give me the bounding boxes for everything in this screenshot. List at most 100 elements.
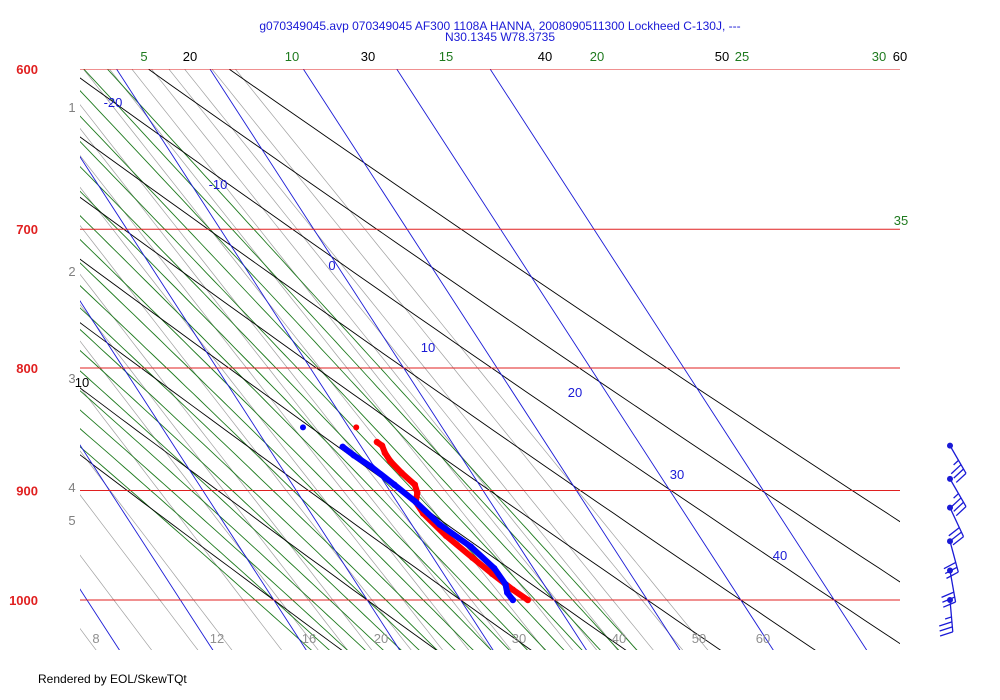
- barb-feather: [939, 626, 953, 632]
- barb-staff: [949, 507, 965, 537]
- isotherm-line: [0, 0, 45, 680]
- isotherm-line: [80, 300, 307, 650]
- isotherm-label: 0: [328, 258, 335, 273]
- mixing-ratio-label: 60: [756, 631, 770, 646]
- moist-adiabat-label: 30: [872, 49, 886, 64]
- mixing-ratio-line: [168, 69, 637, 650]
- moist-adiabat-line: [80, 166, 547, 650]
- temperature-point: [442, 532, 450, 539]
- moist-adiabat-line: [80, 307, 438, 650]
- mixing-ratio-line: [211, 69, 684, 650]
- height-label: 3: [68, 371, 75, 386]
- temperature-isolated-point: [353, 424, 360, 431]
- barb-station-dot: [947, 475, 953, 482]
- moist-adiabat-line: [80, 328, 420, 650]
- mixing-ratio-line: [0, 0, 76, 680]
- dewpoint-point: [368, 463, 375, 471]
- isotherm-label: 20: [568, 385, 582, 400]
- temperature-point: [378, 442, 386, 449]
- barb-feather: [953, 468, 964, 479]
- temperature-point: [373, 438, 381, 446]
- wind-barb: [947, 475, 967, 517]
- isotherm-label: -20: [104, 95, 123, 110]
- isotherm-label: -10: [209, 177, 228, 192]
- dewpoint-point: [412, 498, 419, 506]
- dewpoint-point: [467, 543, 475, 550]
- moist-adiabat-line: [83, 69, 620, 650]
- moist-adiabat-label: 10: [285, 49, 299, 64]
- barb-feather: [950, 464, 962, 475]
- dry-adiabat-label: 10: [75, 375, 89, 390]
- mixing-ratio-line: [80, 225, 412, 650]
- barb-half-feather: [944, 616, 952, 620]
- moist-adiabat-line: [80, 215, 510, 650]
- barb-feather: [943, 601, 956, 608]
- wind-barb: [947, 504, 965, 546]
- mixing-ratio-line: [150, 69, 619, 650]
- barb-half-feather: [953, 459, 959, 466]
- barb-feather: [950, 497, 962, 508]
- wind-barb: [947, 442, 967, 483]
- mixing-ratio-line: [108, 69, 574, 650]
- moist-adiabat-line: [80, 390, 366, 650]
- mixing-ratio-line: [80, 554, 153, 650]
- dewpoint-isolated-point: [299, 424, 306, 431]
- temperature-point: [469, 554, 476, 561]
- dry-adiabat-line: [147, 69, 900, 583]
- moist-adiabat-line: [80, 90, 601, 650]
- moist-adiabat-line: [80, 115, 583, 650]
- barb-staff: [949, 570, 957, 603]
- moist-adiabat-line: [80, 409, 348, 650]
- dry-adiabat-line: [80, 258, 627, 650]
- isobar-label: 900: [16, 483, 38, 498]
- temperature-point: [381, 449, 389, 457]
- dewpoint-point: [502, 581, 509, 588]
- wind-barb: [939, 597, 954, 637]
- barb-feather: [953, 501, 964, 512]
- chart-title-line1: g070349045.avp 070349045 AF300 1108A HAN…: [259, 19, 741, 33]
- dewpoint-point: [491, 565, 498, 572]
- dry-adiabat-line: [80, 454, 343, 650]
- mixing-ratio-line: [131, 69, 598, 650]
- mixing-ratio-label: 30: [512, 631, 526, 646]
- dry-adiabat-line: [80, 77, 900, 645]
- isotherm-line: [115, 69, 494, 650]
- dewpoint-point: [350, 452, 357, 459]
- mixing-ratio-line: [80, 494, 199, 650]
- dewpoint-point: [504, 589, 511, 596]
- barb-feather: [939, 621, 953, 627]
- barb-station-dot: [947, 538, 953, 545]
- dry-adiabat-line: [80, 322, 532, 650]
- moist-adiabat-line: [80, 428, 330, 650]
- height-label: 2: [68, 264, 75, 279]
- moist-adiabat-line: [80, 262, 474, 650]
- temperature-point: [387, 457, 394, 465]
- mixing-ratio-label: 16: [302, 631, 316, 646]
- isotherm-line: [302, 69, 681, 650]
- isotherm-line: [80, 155, 401, 650]
- barb-feather: [943, 561, 956, 570]
- isobar-label: 700: [16, 222, 38, 237]
- mixing-ratio-line: [82, 69, 546, 650]
- barb-feather: [955, 472, 967, 483]
- moist-adiabat-line: [106, 69, 638, 650]
- isobar-label: 1000: [9, 593, 38, 608]
- barb-station-dot: [947, 597, 953, 603]
- footer-credit: Rendered by EOL/SkewTQt: [38, 672, 187, 686]
- height-label: 1: [68, 100, 75, 115]
- temperature-point: [398, 469, 405, 477]
- mixing-ratio-line: [234, 69, 709, 650]
- barb-staff: [949, 445, 967, 474]
- isobar-label: 800: [16, 361, 38, 376]
- moist-adiabat-line: [80, 238, 492, 650]
- isotherm-label: 10: [421, 340, 435, 355]
- barb-staff: [949, 541, 959, 573]
- barb-feather: [946, 571, 959, 579]
- barb-feather: [941, 591, 955, 598]
- mixing-ratio-line: [184, 69, 654, 650]
- mixing-ratio-line: [80, 627, 97, 650]
- barb-feather: [950, 531, 962, 541]
- barb-feather: [948, 527, 960, 537]
- barb-station-dot: [947, 442, 953, 449]
